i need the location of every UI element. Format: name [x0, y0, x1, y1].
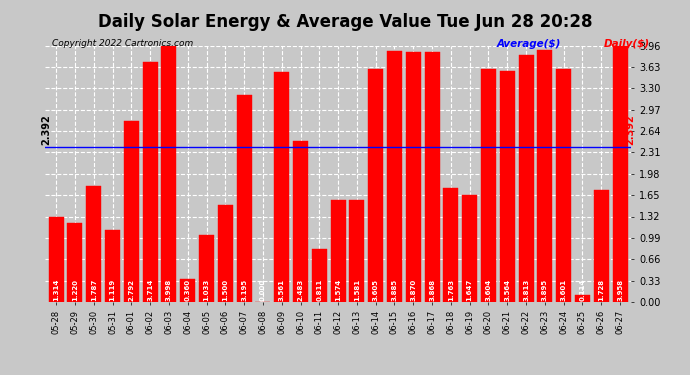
- Text: 3.564: 3.564: [504, 279, 511, 301]
- Bar: [424, 52, 440, 302]
- Text: 1.787: 1.787: [90, 279, 97, 301]
- Text: 1.574: 1.574: [335, 279, 341, 301]
- Text: Average($): Average($): [497, 39, 561, 50]
- Bar: [274, 72, 289, 302]
- Text: 3.870: 3.870: [411, 279, 416, 301]
- Bar: [519, 55, 533, 302]
- Text: 1.581: 1.581: [354, 279, 360, 301]
- Bar: [48, 217, 63, 302]
- Bar: [199, 235, 214, 302]
- Bar: [575, 294, 590, 302]
- Text: 3.561: 3.561: [279, 279, 285, 301]
- Text: 3.885: 3.885: [391, 279, 397, 301]
- Bar: [143, 62, 157, 302]
- Text: 1.728: 1.728: [598, 279, 604, 301]
- Bar: [481, 69, 496, 302]
- Bar: [556, 69, 571, 302]
- Text: 3.813: 3.813: [523, 279, 529, 301]
- Text: 3.605: 3.605: [373, 279, 379, 301]
- Bar: [368, 69, 383, 302]
- Text: 2.483: 2.483: [297, 279, 304, 301]
- Text: 1.119: 1.119: [110, 279, 115, 301]
- Bar: [124, 121, 139, 302]
- Text: 3.714: 3.714: [147, 279, 153, 301]
- Text: 3.868: 3.868: [429, 279, 435, 301]
- Text: 3.998: 3.998: [166, 279, 172, 301]
- Bar: [68, 223, 82, 302]
- Text: 3.195: 3.195: [241, 279, 247, 301]
- Text: 0.114: 0.114: [580, 279, 586, 301]
- Text: 0.811: 0.811: [316, 279, 322, 301]
- Bar: [406, 52, 421, 302]
- Text: 0.360: 0.360: [185, 279, 190, 301]
- Bar: [349, 200, 364, 302]
- Bar: [613, 46, 628, 302]
- Bar: [218, 205, 233, 302]
- Text: 3.895: 3.895: [542, 279, 548, 301]
- Text: 1.500: 1.500: [222, 279, 228, 301]
- Text: 3.601: 3.601: [561, 279, 566, 301]
- Text: 1.763: 1.763: [448, 279, 454, 301]
- Bar: [444, 188, 458, 302]
- Text: 1.033: 1.033: [204, 279, 210, 301]
- Bar: [293, 141, 308, 302]
- Text: Daily Solar Energy & Average Value Tue Jun 28 20:28: Daily Solar Energy & Average Value Tue J…: [98, 13, 592, 31]
- Bar: [180, 279, 195, 302]
- Text: Daily($): Daily($): [604, 39, 650, 50]
- Text: 2.392: 2.392: [41, 114, 51, 145]
- Bar: [594, 190, 609, 302]
- Text: 1.314: 1.314: [53, 279, 59, 301]
- Bar: [387, 51, 402, 302]
- Bar: [538, 50, 553, 302]
- Bar: [237, 95, 252, 302]
- Text: 2.392: 2.392: [625, 114, 635, 145]
- Bar: [312, 249, 327, 302]
- Bar: [500, 71, 515, 302]
- Text: 0.000: 0.000: [260, 279, 266, 301]
- Text: 1.647: 1.647: [466, 279, 473, 301]
- Text: Copyright 2022 Cartronics.com: Copyright 2022 Cartronics.com: [52, 39, 193, 48]
- Bar: [331, 200, 346, 302]
- Bar: [462, 195, 477, 302]
- Text: 3.958: 3.958: [617, 279, 623, 301]
- Bar: [161, 43, 177, 302]
- Bar: [86, 186, 101, 302]
- Text: 2.792: 2.792: [128, 279, 135, 301]
- Text: 3.604: 3.604: [486, 279, 491, 301]
- Text: 1.220: 1.220: [72, 279, 78, 301]
- Bar: [105, 230, 120, 302]
